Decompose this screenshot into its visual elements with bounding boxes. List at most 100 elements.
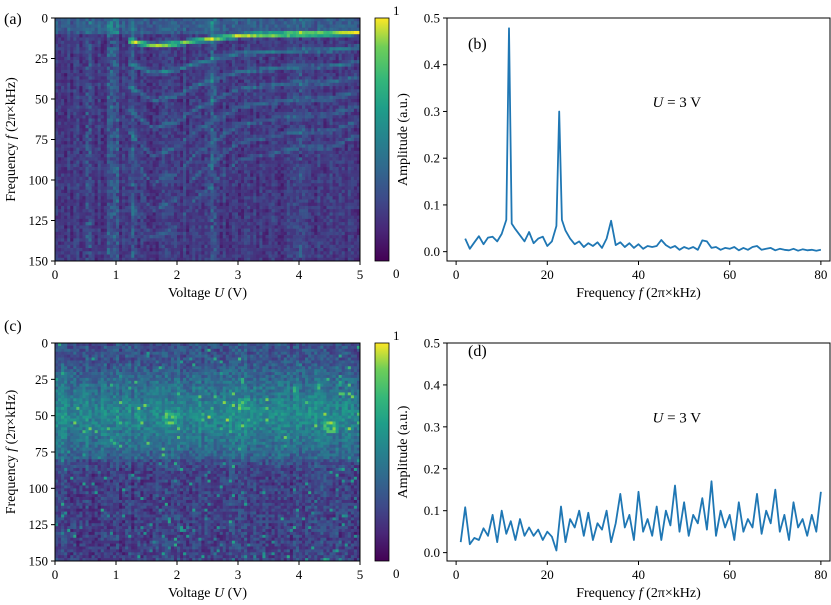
- heatmap-cell: [146, 189, 150, 194]
- heatmap-cell: [213, 154, 217, 158]
- heatmap-cell: [155, 186, 160, 191]
- heatmap-cell: [192, 257, 196, 262]
- heatmap-cell: [146, 218, 150, 223]
- heatmap-cell: [167, 73, 172, 77]
- heatmap-cell: [67, 53, 71, 58]
- heatmap-cell: [164, 134, 169, 139]
- heatmap-cell: [106, 254, 111, 259]
- heatmap-cell: [222, 150, 227, 155]
- heatmap-cell: [82, 205, 86, 210]
- heatmap-cell: [247, 180, 251, 184]
- heatmap-cell: [131, 115, 135, 119]
- heatmap-cell: [112, 89, 117, 93]
- heatmap-cell: [225, 167, 230, 171]
- heatmap-cell: [167, 89, 172, 93]
- heatmap-cell: [119, 241, 123, 246]
- heatmap-cell: [134, 244, 138, 249]
- heatmap-cell: [119, 102, 123, 106]
- heatmap-cell: [183, 228, 187, 233]
- heatmap-cell: [253, 105, 257, 110]
- heatmap-cell: [61, 115, 65, 119]
- heatmap-cell: [210, 69, 214, 74]
- heatmap-cell: [198, 248, 202, 252]
- heatmap-cell: [91, 154, 95, 158]
- heatmap-cell: [213, 89, 217, 93]
- heatmap-cell: [131, 99, 135, 103]
- heatmap-cell: [122, 251, 126, 255]
- heatmap-cell: [158, 209, 163, 213]
- heatmap-cell: [161, 60, 166, 64]
- heatmap-cell: [76, 86, 80, 90]
- heatmap-cell: [228, 157, 233, 161]
- heatmap-cell: [122, 82, 126, 87]
- heatmap-cell: [73, 73, 77, 77]
- heatmap-cell: [170, 92, 175, 97]
- heatmap-cell: [70, 222, 74, 226]
- heatmap-cell: [228, 212, 233, 216]
- heatmap-cell: [207, 34, 211, 38]
- heatmap-cell: [91, 209, 95, 213]
- heatmap-cell: [234, 248, 239, 252]
- heatmap-cell: [155, 34, 160, 38]
- heatmap-cell: [76, 79, 80, 84]
- heatmap-cell: [253, 82, 257, 87]
- heatmap-cell: [216, 254, 221, 259]
- heatmap-cell: [216, 196, 221, 200]
- heatmap-cell: [173, 60, 178, 64]
- heatmap-cell: [183, 215, 187, 220]
- heatmap-cell: [94, 209, 99, 213]
- heatmap-cell: [109, 228, 114, 233]
- heatmap-cell: [219, 37, 224, 42]
- heatmap-cell: [228, 141, 233, 145]
- heatmap-cell: [177, 218, 181, 223]
- heatmap-cell: [161, 128, 166, 132]
- heatmap-cell: [216, 225, 221, 229]
- heatmap-cell: [106, 231, 111, 236]
- heatmap-cell: [216, 144, 221, 148]
- heatmap-cell: [198, 27, 202, 32]
- heatmap-cell: [106, 196, 111, 200]
- heatmap-cell: [192, 134, 196, 139]
- heatmap-cell: [116, 105, 120, 110]
- heatmap-cell: [109, 30, 114, 35]
- heatmap-cell: [109, 43, 114, 48]
- heatmap-cell: [70, 50, 74, 54]
- heatmap-cell: [79, 60, 83, 64]
- heatmap-cell: [112, 79, 117, 84]
- heatmap-cell: [222, 128, 227, 132]
- heatmap-cell: [109, 212, 114, 216]
- heatmap-cell: [155, 248, 160, 252]
- heatmap-cell: [247, 82, 251, 87]
- heatmap-cell: [85, 76, 89, 80]
- heatmap-cell: [91, 251, 95, 255]
- heatmap-cell: [234, 34, 239, 38]
- heatmap-cell: [204, 30, 208, 35]
- heatmap-cell: [152, 137, 156, 142]
- heatmap-cell: [195, 47, 199, 51]
- heatmap-cell: [128, 209, 132, 213]
- heatmap-cell: [55, 47, 59, 51]
- heatmap-cell: [100, 121, 105, 126]
- heatmap-cell: [143, 167, 147, 171]
- heatmap-cell: [152, 209, 156, 213]
- heatmap-cell: [73, 176, 77, 181]
- heatmap-cell: [177, 163, 181, 168]
- heatmap-cell: [97, 209, 102, 213]
- heatmap-cell: [201, 154, 205, 158]
- heatmap-cell: [177, 154, 181, 158]
- heatmap-cell: [158, 134, 163, 139]
- heatmap-cell: [234, 144, 239, 148]
- heatmap-cell: [244, 108, 248, 113]
- heatmap-cell: [143, 196, 147, 200]
- heatmap-cell: [177, 108, 181, 113]
- heatmap-cell: [192, 79, 196, 84]
- heatmap-cell: [210, 99, 214, 103]
- heatmap-cell: [73, 144, 77, 148]
- heatmap-cell: [195, 147, 199, 152]
- heatmap-cell: [82, 212, 86, 216]
- heatmap-cell: [146, 24, 150, 29]
- heatmap-cell: [119, 192, 123, 197]
- heatmap-cell: [238, 108, 242, 113]
- heatmap-cell: [149, 180, 153, 184]
- heatmap-cell: [155, 53, 160, 58]
